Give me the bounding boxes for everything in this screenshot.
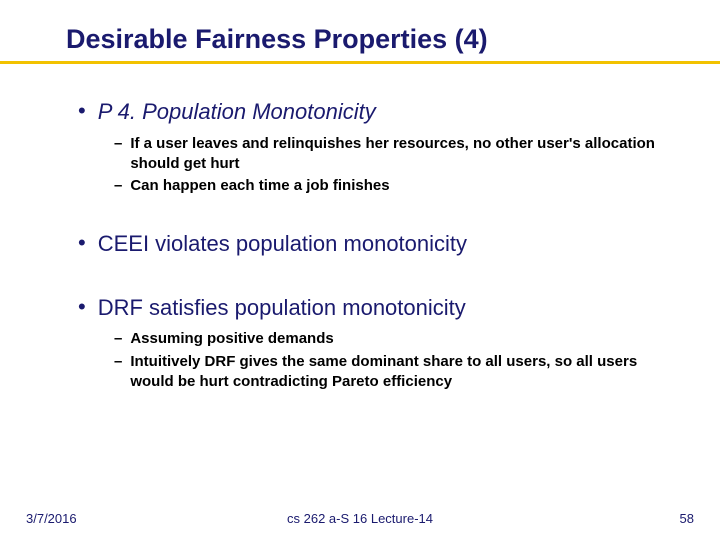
bullet-text: DRF satisfies population monotonicity — [98, 294, 466, 322]
sub-bullet-text: If a user leaves and relinquishes her re… — [130, 134, 662, 175]
bullet-marker: • — [78, 230, 86, 258]
bullet-text: CEEI violates population monotonicity — [98, 230, 467, 258]
bullet-item: • CEEI violates population monotonicity — [78, 230, 662, 258]
sub-bullet-item: – If a user leaves and relinquishes her … — [114, 134, 662, 175]
sub-bullet-marker: – — [114, 352, 122, 393]
footer-page-number: 58 — [680, 511, 694, 526]
sub-bullet-marker: – — [114, 134, 122, 175]
bullet-text: P 4. Population Monotonicity — [98, 98, 376, 126]
footer-lecture: cs 262 a-S 16 Lecture-14 — [287, 511, 433, 526]
slide-footer: 3/7/2016 cs 262 a-S 16 Lecture-14 58 — [0, 511, 720, 526]
sub-bullet-text: Intuitively DRF gives the same dominant … — [130, 352, 662, 393]
footer-date: 3/7/2016 — [26, 511, 77, 526]
sub-bullet-item: – Intuitively DRF gives the same dominan… — [114, 352, 662, 393]
bullet-item: • DRF satisfies population monotonicity — [78, 294, 662, 322]
slide-content: • P 4. Population Monotonicity – If a us… — [48, 64, 672, 392]
slide-title: Desirable Fairness Properties (4) — [66, 24, 672, 55]
sub-bullet-marker: – — [114, 176, 122, 196]
sub-bullet-text: Can happen each time a job finishes — [130, 176, 389, 196]
sub-bullet-item: – Assuming positive demands — [114, 329, 662, 349]
slide: Desirable Fairness Properties (4) • P 4.… — [0, 0, 720, 540]
bullet-marker: • — [78, 98, 86, 126]
bullet-item: • P 4. Population Monotonicity — [78, 98, 662, 126]
sub-bullet-text: Assuming positive demands — [130, 329, 333, 349]
sub-bullet-marker: – — [114, 329, 122, 349]
bullet-marker: • — [78, 294, 86, 322]
sub-bullet-item: – Can happen each time a job finishes — [114, 176, 662, 196]
